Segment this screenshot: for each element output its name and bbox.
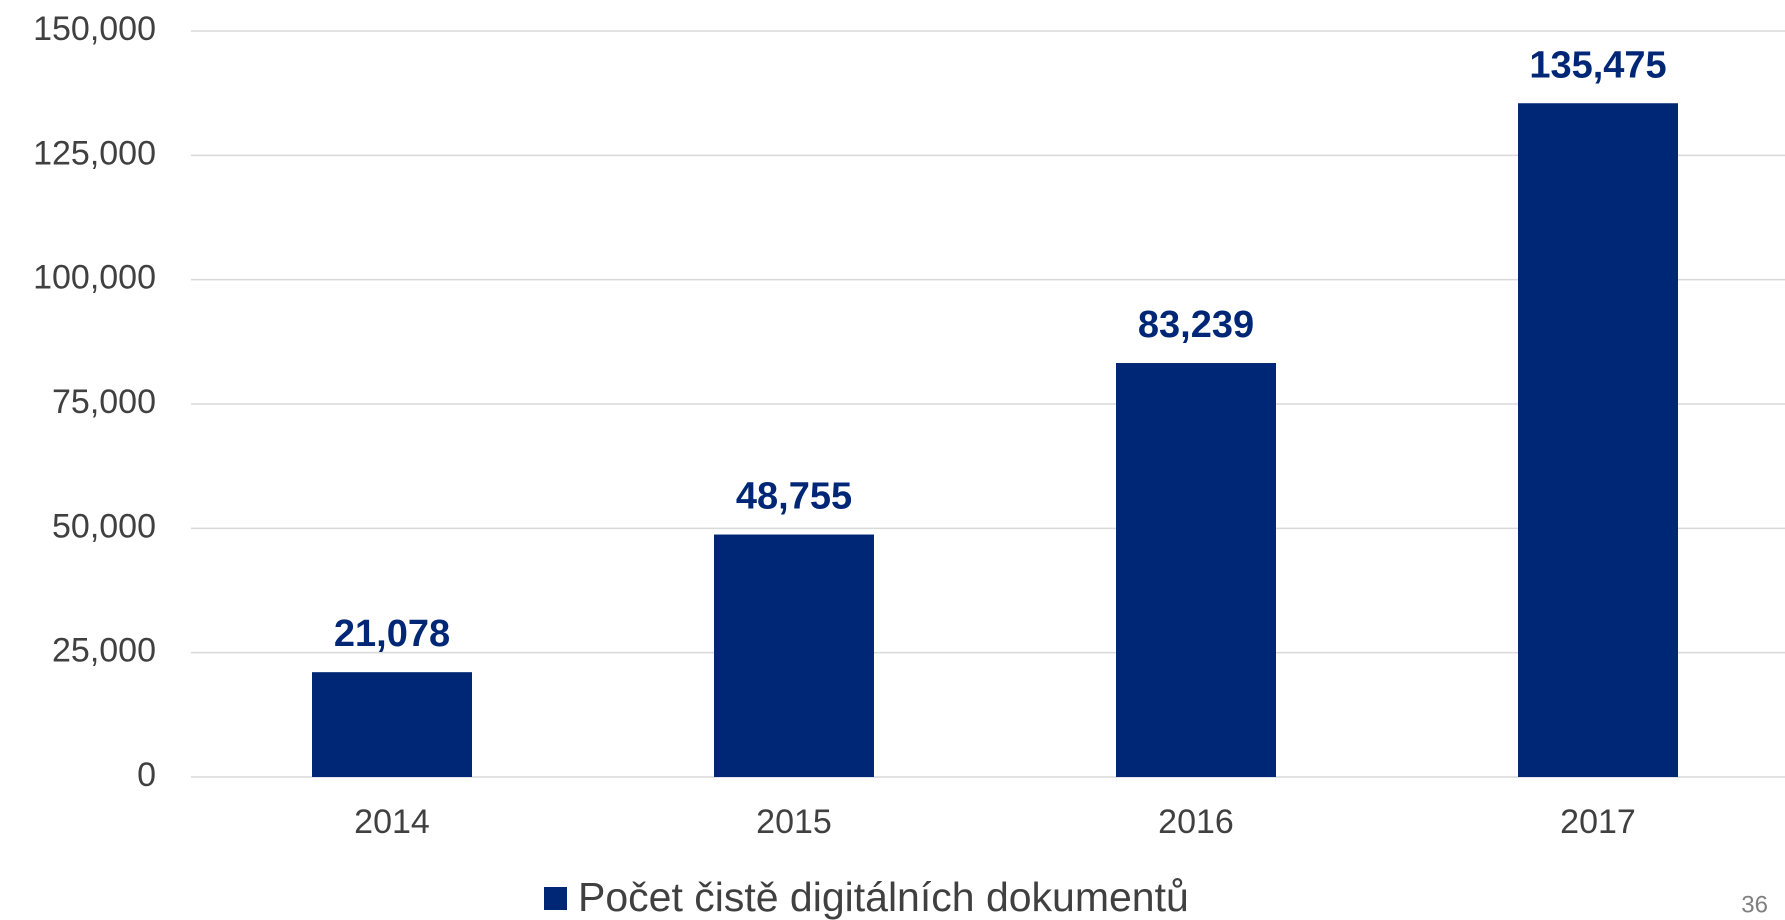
data-label: 48,755 [736, 476, 852, 518]
bar [312, 672, 472, 777]
x-tick-label: 2015 [756, 803, 832, 841]
legend-swatch [544, 887, 567, 910]
y-tick-label: 50,000 [52, 507, 156, 545]
page-number: 36 [1741, 891, 1768, 918]
y-tick-label: 100,000 [33, 259, 156, 297]
data-label: 135,475 [1529, 44, 1666, 86]
bar [714, 534, 874, 777]
x-tick-label: 2014 [354, 803, 430, 841]
bar [1116, 363, 1276, 777]
y-tick-label: 150,000 [33, 10, 156, 48]
x-tick-label: 2017 [1560, 803, 1636, 841]
legend-label: Počet čistě digitálních dokumentů [578, 874, 1189, 920]
data-label: 83,239 [1138, 304, 1254, 346]
bar [1518, 103, 1678, 777]
x-tick-label: 2016 [1158, 803, 1234, 841]
y-tick-label: 125,000 [33, 134, 156, 172]
y-tick-label: 0 [137, 756, 156, 794]
y-tick-label: 75,000 [52, 383, 156, 421]
y-tick-label: 25,000 [52, 632, 156, 670]
data-label: 21,078 [334, 613, 450, 655]
